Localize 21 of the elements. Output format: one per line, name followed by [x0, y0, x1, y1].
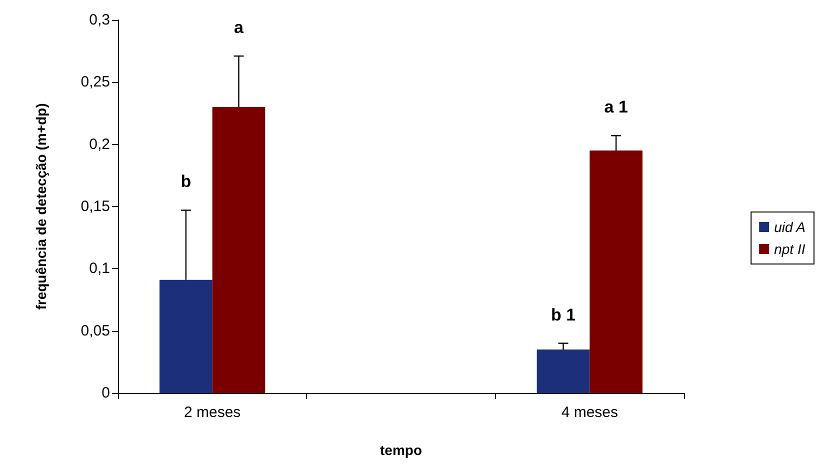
bar — [160, 280, 212, 393]
x-axis-title: tempo — [380, 442, 422, 458]
annotation: b 1 — [550, 305, 576, 324]
annotation: a 1 — [604, 98, 628, 117]
annotation: b — [180, 172, 192, 192]
y-tick-label: 0,3 — [89, 12, 110, 28]
y-tick-label: 0 — [102, 384, 110, 402]
legend-label: npt II — [774, 241, 806, 257]
bar — [536, 349, 590, 393]
bar — [212, 107, 266, 393]
y-axis-title: frequência de detecção (m+dp) — [33, 103, 49, 310]
y-tick-label: 0,05 — [80, 322, 110, 340]
bar — [590, 150, 642, 393]
y-tick-label: 0,15 — [80, 198, 110, 215]
annotation: a — [234, 18, 244, 38]
y-tick-label: 0,1 — [89, 260, 110, 278]
x-tick-label: 4 meses — [561, 404, 618, 421]
x-tick-label: 2 meses — [184, 404, 241, 421]
y-tick-label: 0,2 — [89, 136, 110, 153]
legend-label: uid A — [774, 219, 806, 235]
y-tick-label: 0,25 — [80, 74, 110, 91]
